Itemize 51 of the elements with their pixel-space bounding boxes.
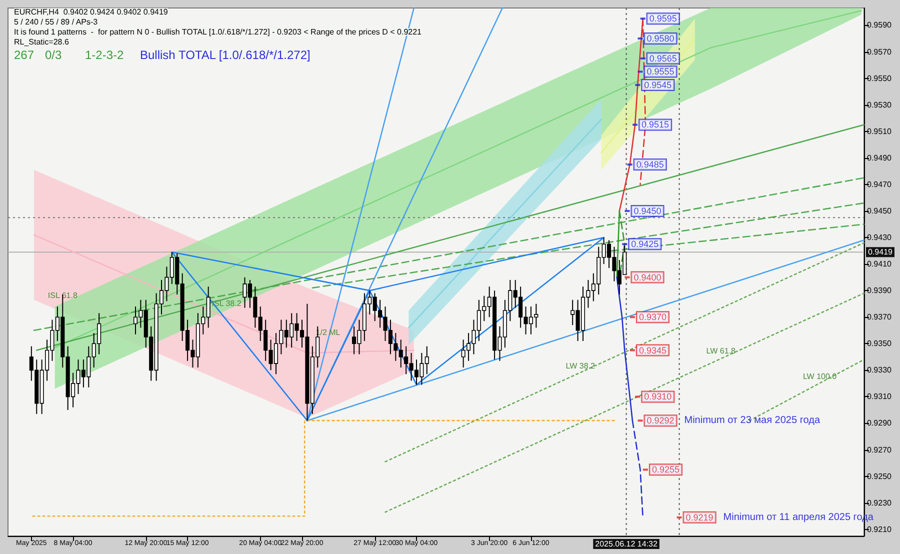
y-tick-label: 0.9470 [867, 180, 892, 189]
data-label: 0.9580 [646, 34, 674, 44]
y-tick-label: 0.9490 [867, 153, 892, 162]
y-tick-label: 0.9370 [867, 312, 892, 322]
annotation: 0/3 [45, 48, 62, 62]
annotation: EURCHF,H4 0.9402 0.9424 0.9402 0.9419 [14, 8, 168, 16]
data-label: 0.9345 [638, 345, 666, 356]
data-label: 0.9515 [642, 120, 670, 130]
y-tick-label: 0.9290 [867, 418, 892, 428]
annotation: 1-2-3-2 [85, 48, 124, 62]
y-tick-label: 0.9250 [867, 472, 892, 481]
y-tick-label: 0.9230 [867, 498, 892, 508]
ref-line-label: 2025.06.12 14:32 [595, 540, 658, 548]
data-label: 0.9450 [634, 206, 662, 216]
data-label: 0.9565 [649, 53, 677, 64]
annotation: RL_Static=28.6 [14, 38, 70, 46]
y-tick-label: 0.9330 [867, 366, 892, 375]
y-tick-label: 0.9350 [867, 339, 892, 348]
data-label: 0.9370 [638, 312, 666, 322]
y-tick-label: 0.9570 [867, 47, 892, 56]
data-label: 0.9255 [652, 464, 680, 475]
data-label: 0.9485 [636, 160, 664, 170]
annotation: Minimum от 23 мая 2025 года [684, 415, 820, 426]
annotation: 5 / 240 / 55 / 89 / APs-3 [14, 18, 98, 26]
y-tick-label: 0.9550 [867, 74, 892, 83]
annotation: LW 61.8 [706, 346, 736, 356]
data-label: 0.9545 [644, 80, 672, 90]
data-label: 0.9555 [646, 66, 674, 77]
annotation: LW 38.2 [566, 361, 596, 370]
y-tick-label: 0.9450 [867, 206, 892, 216]
data-label: 0.9595 [649, 14, 677, 24]
ref-line-label: 0.9419 [868, 248, 894, 257]
data-label: 0.9425 [631, 239, 659, 250]
y-tick-label: 0.9310 [867, 392, 892, 402]
y-tick-label: 0.9210 [867, 524, 892, 534]
y-tick-label: 0.9390 [867, 286, 892, 296]
annotation: ISL 61.8 [48, 291, 78, 300]
data-label: 0.9400 [634, 272, 662, 282]
y-tick-label: 0.9430 [867, 233, 892, 242]
y-tick-label: 0.9530 [867, 100, 892, 110]
y-tick-label: 0.9510 [867, 126, 892, 136]
y-tick-label: 0.9590 [867, 20, 892, 30]
y-tick-label: 0.9410 [867, 260, 892, 269]
annotation: LW 100.0 [802, 372, 838, 381]
annotation: 267 [14, 48, 34, 62]
y-tick-label: 0.9270 [867, 445, 892, 454]
data-label: 0.9219 [686, 512, 714, 522]
data-label: 0.9292 [646, 416, 674, 426]
data-label: 0.9310 [644, 392, 672, 402]
annotation: Bullish TOTAL [1.0/.618/*/1.272] [140, 48, 310, 62]
annotation: It is found 1 patterns - for pattern N 0 - Bullish TOTAL [1.0/.618/*/1.272] - 0.9203 < Range of the prices D < 0.9221 [14, 28, 422, 36]
